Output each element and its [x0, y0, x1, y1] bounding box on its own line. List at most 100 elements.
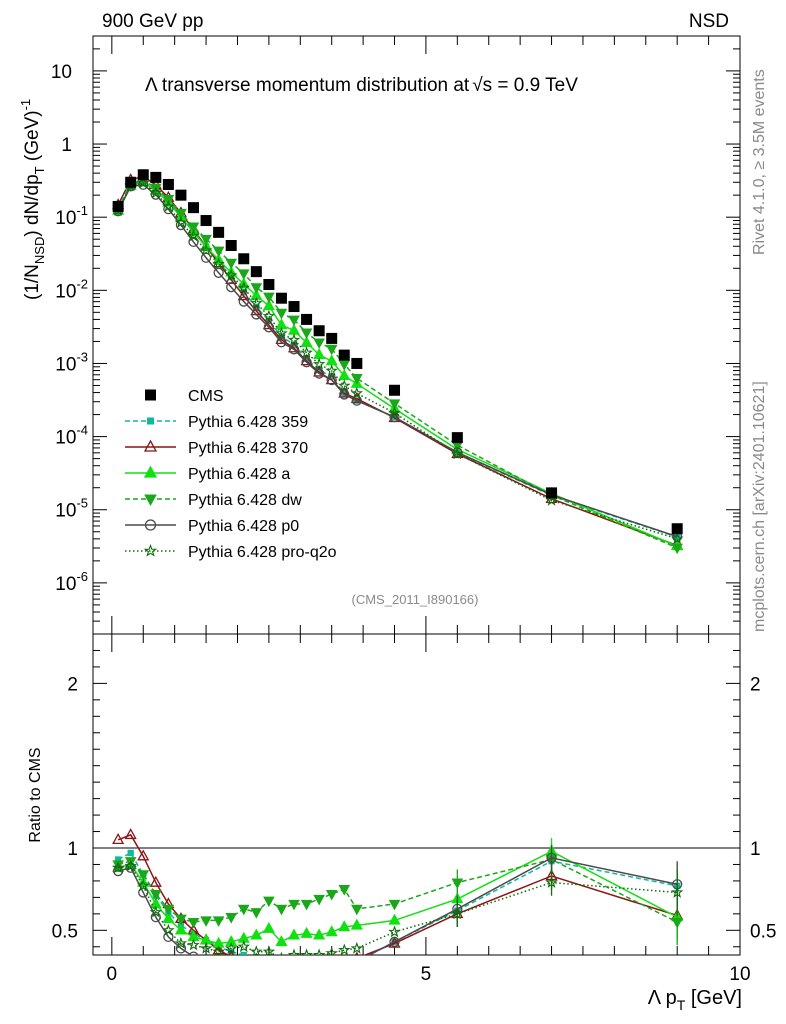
- marker-square: [253, 955, 259, 961]
- marker-star: [325, 946, 338, 955]
- marker-triangle-down: [225, 258, 237, 270]
- legend-entry: Pythia 6.428 dw: [125, 492, 302, 509]
- marker-circle: [313, 368, 325, 379]
- cms-data-point: [150, 171, 162, 183]
- cms-data-point: [451, 432, 463, 444]
- y-tick-label: 10-5: [55, 496, 88, 522]
- marker-triangle: [250, 928, 263, 940]
- marker-circle: [352, 957, 361, 966]
- legend-label: Pythia 6.428 dw: [188, 492, 302, 509]
- marker-star: [224, 268, 238, 281]
- main-axis-ticks: 10 1 10-1 10-2 10-3 10-4 10-5 10-6: [51, 35, 741, 635]
- ratio-tick-label-right: 2: [750, 674, 761, 695]
- marker-triangle: [143, 465, 158, 478]
- marker-circle: [276, 337, 287, 348]
- marker-square: [278, 333, 285, 340]
- cms-data-point: [326, 332, 338, 344]
- marker-star: [338, 943, 351, 955]
- legend-label: Pythia 6.428 370: [188, 440, 308, 457]
- ratio-y-axis-label: Ratio to CMS: [27, 747, 44, 842]
- marker-circle: [263, 322, 275, 333]
- cms-data-point: [200, 215, 212, 227]
- marker-triangle-down: [187, 222, 200, 234]
- marker-star: [199, 243, 213, 256]
- marker-triangle-down: [325, 889, 338, 901]
- marker-square: [316, 962, 322, 968]
- legend-entry: Pythia 6.428 a: [125, 465, 290, 483]
- ratio-line: [117, 857, 678, 955]
- ratio-line: [117, 851, 678, 955]
- marker-triangle-down: [275, 904, 288, 916]
- marker-circle: [288, 344, 300, 355]
- y-tick-label: 10-6: [55, 569, 88, 595]
- ratio-tick-label-left: 1: [67, 839, 78, 860]
- marker-circle: [202, 957, 211, 966]
- marker-triangle-down: [175, 208, 187, 220]
- cms-data-point: [250, 266, 262, 278]
- marker-triangle-down: [325, 344, 338, 356]
- marker-triangle: [350, 918, 363, 930]
- marker-triangle: [339, 958, 349, 967]
- marker-star: [174, 216, 188, 229]
- marker-star: [149, 186, 163, 199]
- marker-circle: [327, 964, 336, 973]
- marker-square: [303, 355, 310, 362]
- series-line: [117, 179, 678, 538]
- legend-label: Pythia 6.428 a: [188, 466, 290, 483]
- y-tick-label: 10-2: [55, 276, 88, 302]
- series-line: [117, 175, 678, 547]
- marker-circle: [326, 374, 337, 386]
- ratio-tick-label-right: 0.5: [750, 921, 776, 942]
- main-series-pythia-6.428-359: [114, 177, 681, 541]
- header-right: NSD: [689, 11, 729, 32]
- marker-triangle-down: [288, 899, 300, 911]
- cms-data-point: [288, 301, 300, 313]
- marker-star: [300, 346, 313, 359]
- marker-triangle-down: [451, 878, 464, 890]
- marker-triangle: [162, 912, 175, 924]
- legend-label: Pythia 6.428 359: [188, 414, 308, 431]
- cms-data-point: [338, 349, 350, 361]
- marker-star: [199, 941, 213, 954]
- marker-square: [240, 288, 247, 296]
- cms-data-point: [145, 389, 156, 401]
- x-tick-label: 0: [107, 964, 118, 985]
- marker-star: [312, 357, 326, 370]
- cms-data-point: [238, 253, 250, 265]
- legend-entry: Pythia 6.428 p0: [125, 518, 299, 535]
- marker-triangle: [354, 951, 359, 955]
- marker-square: [114, 856, 122, 863]
- marker-circle: [315, 965, 324, 974]
- marker-circle: [340, 960, 349, 969]
- marker-circle: [150, 189, 161, 200]
- marker-triangle: [251, 959, 261, 968]
- marker-triangle: [287, 928, 301, 940]
- cms-data-point: [188, 202, 200, 214]
- ratio-series-group: [111, 828, 684, 974]
- legend-entry: Pythia 6.428 359: [125, 414, 308, 431]
- y-tick-label: 10: [51, 62, 72, 83]
- marker-triangle-down: [288, 315, 300, 327]
- marker-triangle: [289, 963, 299, 972]
- plot-title: Λ transverse momentum distribution at √s …: [145, 75, 578, 96]
- marker-star: [212, 257, 225, 270]
- marker-triangle-down: [250, 908, 263, 919]
- y-tick-label: 10-3: [55, 349, 88, 375]
- marker-square: [329, 960, 335, 966]
- marker-circle: [389, 936, 400, 947]
- marker-triangle-down: [112, 860, 124, 871]
- marker-square: [291, 960, 297, 966]
- marker-triangle: [275, 935, 288, 947]
- marker-circle: [290, 965, 299, 974]
- marker-circle: [112, 865, 124, 877]
- cms-data-point: [671, 523, 683, 535]
- marker-square: [240, 951, 247, 955]
- marker-triangle-down: [187, 917, 200, 929]
- marker-star: [670, 532, 684, 545]
- legend-label: Pythia 6.428 p0: [188, 518, 299, 535]
- marker-triangle-down: [237, 269, 250, 280]
- marker-square: [266, 957, 272, 963]
- marker-square: [354, 958, 360, 964]
- marker-star: [237, 281, 251, 294]
